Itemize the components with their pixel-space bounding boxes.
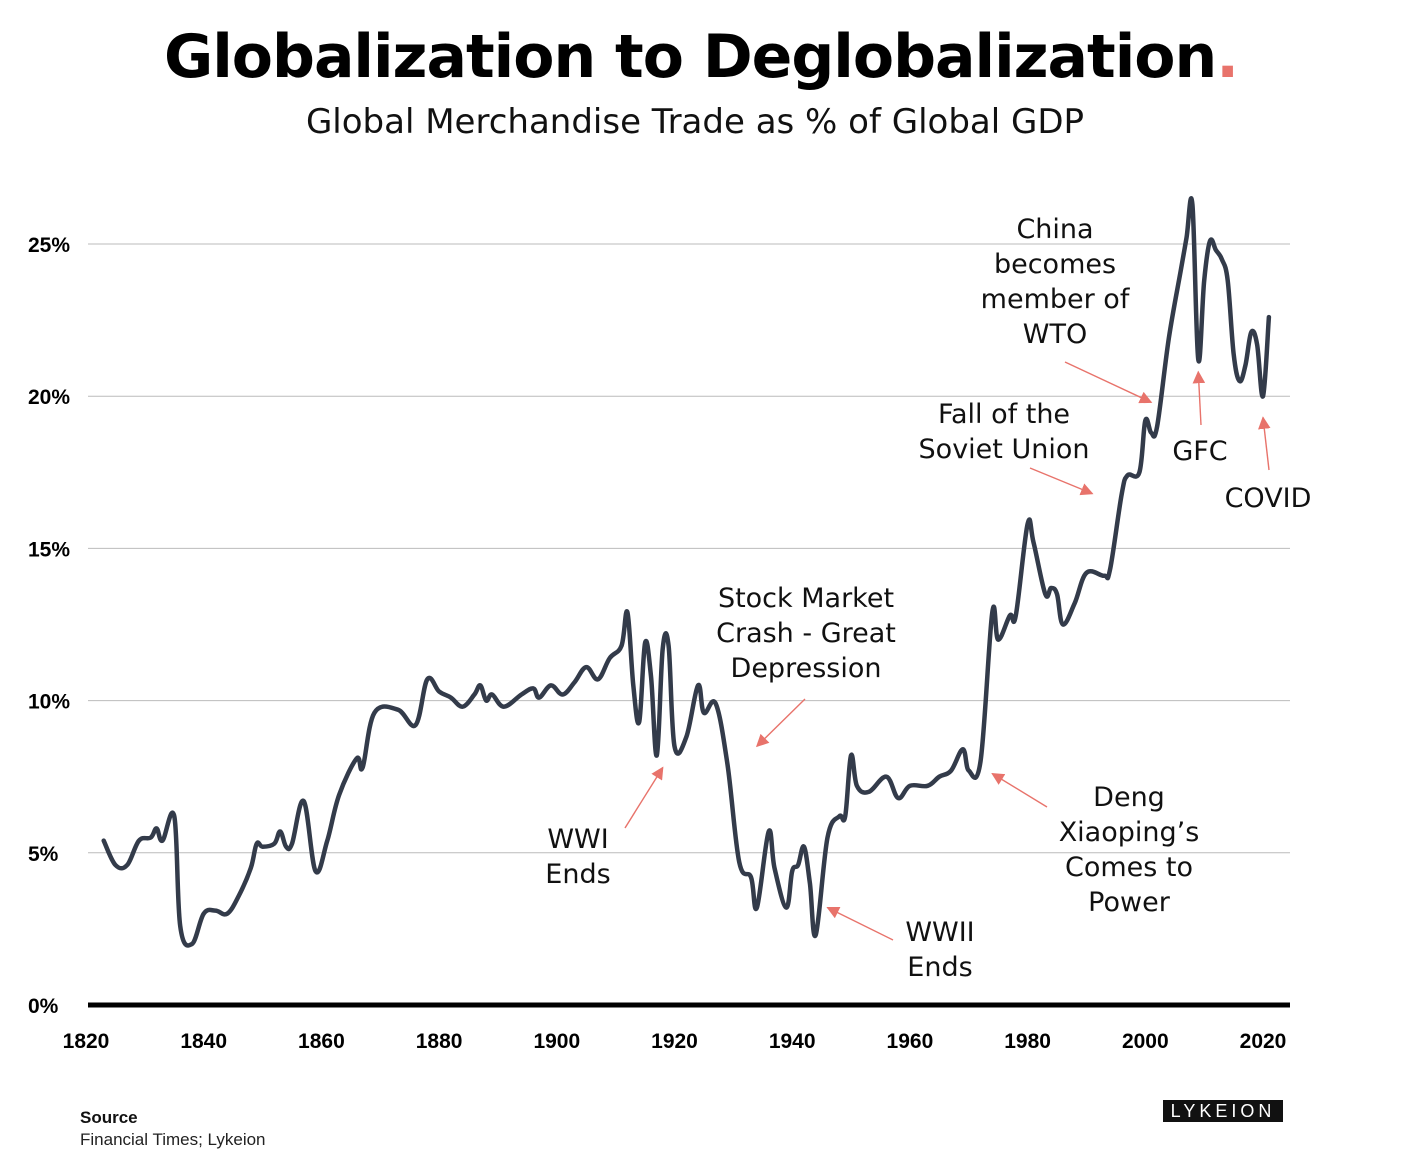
annotation-line: Crash - Great	[716, 618, 896, 649]
annotations: China becomes member of WTO Fall of the Sovie…	[545, 214, 1311, 983]
title-dot: .	[1216, 22, 1239, 92]
annotation-line: Depression	[731, 653, 882, 684]
annotation-label: GFC	[1172, 436, 1227, 467]
annotation-label: WWI Ends	[545, 824, 610, 890]
y-tick-label: 25%	[28, 234, 70, 257]
annotation-line: Xiaoping’s	[1059, 817, 1200, 848]
chart-subtitle: Global Merchandise Trade as % of Global …	[305, 102, 1085, 142]
x-tick-label: 2000	[1122, 1030, 1169, 1053]
chart-title: Globalization to Deglobalization.	[0, 22, 1402, 92]
annotation-line: China	[1016, 214, 1093, 245]
x-tick-label: 1900	[533, 1030, 580, 1053]
annotation-arrow	[1029, 467, 1094, 496]
annotation-label: WWII Ends	[905, 917, 974, 983]
annotation-arrows	[624, 361, 1271, 941]
annotation-label: Stock Market Crash - Great Depression	[716, 583, 896, 684]
annotation-arrow	[755, 698, 806, 748]
x-axis-ticks: 1820 1840 1860 1880 1900 1920 1940 1960 1980 2000…	[63, 1030, 1287, 1053]
annotation-line: COVID	[1225, 483, 1312, 514]
y-tick-label: 0%	[28, 995, 59, 1018]
annotation-line: WTO	[1023, 319, 1087, 350]
x-tick-label: 1880	[416, 1030, 463, 1053]
y-tick-label: 5%	[28, 843, 59, 866]
source-text: Financial Times; Lykeion	[80, 1130, 266, 1149]
annotation-line: member of	[981, 284, 1131, 315]
annotation-line: Deng	[1093, 782, 1165, 813]
annotation-line: Comes to	[1065, 852, 1193, 883]
annotation-label: Deng Xiaoping’s Comes to Power	[1059, 782, 1200, 918]
annotation-arrow	[1192, 370, 1206, 426]
series-line	[101, 196, 1272, 948]
annotation-line: WWII	[905, 917, 974, 948]
y-axis-ticks: 0% 5% 10% 15% 20% 25%	[28, 234, 70, 1018]
annotation-line: Ends	[545, 859, 610, 890]
annotation-line: becomes	[994, 249, 1116, 280]
lykeion-logo: LYKEION	[1163, 1100, 1283, 1122]
x-tick-label: 1940	[769, 1030, 816, 1053]
x-tick-label: 1820	[63, 1030, 110, 1053]
y-tick-label: 10%	[28, 691, 70, 714]
annotation-line: WWI	[547, 824, 608, 855]
annotation-line: Stock Market	[718, 583, 894, 614]
y-tick-label: 15%	[28, 538, 70, 561]
x-tick-label: 1980	[1004, 1030, 1051, 1053]
annotation-label: COVID	[1225, 483, 1312, 514]
annotation-line: Soviet Union	[919, 434, 1090, 465]
source-label: Source	[80, 1108, 138, 1127]
annotation-arrow	[1064, 361, 1153, 404]
annotation-arrow	[1258, 416, 1271, 471]
annotation-arrow	[826, 906, 894, 941]
y-tick-label: 20%	[28, 386, 70, 409]
x-tick-label: 2020	[1240, 1030, 1287, 1053]
x-tick-label: 1960	[887, 1030, 934, 1053]
x-tick-label: 1920	[651, 1030, 698, 1053]
gridlines	[88, 243, 1290, 854]
x-tick-label: 1840	[180, 1030, 227, 1053]
annotation-label: Fall of the Soviet Union	[919, 399, 1090, 465]
annotation-line: Ends	[907, 952, 972, 983]
annotation-line: Power	[1088, 887, 1171, 918]
annotation-arrow	[991, 773, 1048, 808]
x-tick-label: 1860	[298, 1030, 345, 1053]
annotation-label: China becomes member of WTO	[981, 214, 1131, 350]
chart-title-text: Globalization to Deglobalization	[163, 22, 1217, 92]
annotation-arrow	[624, 766, 664, 829]
line-chart: 0% 5% 10% 15% 20% 25% 1820 1840 1860 1880 1900 192…	[28, 196, 1311, 1053]
annotation-line: GFC	[1172, 436, 1227, 467]
annotation-line: Fall of the	[938, 399, 1070, 430]
